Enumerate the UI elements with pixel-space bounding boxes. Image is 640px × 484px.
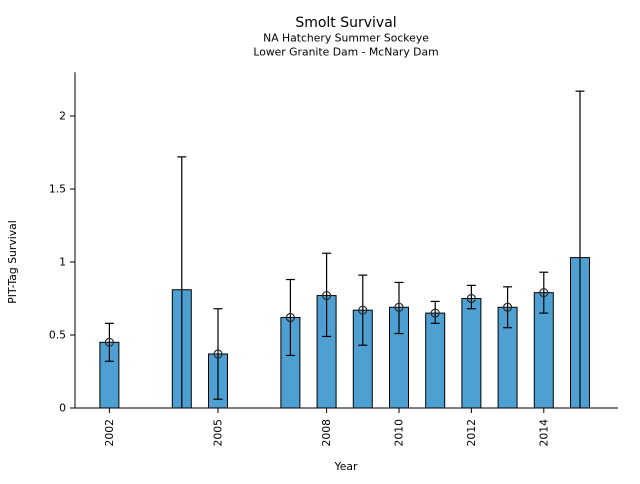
point-marker-2010 — [394, 302, 404, 312]
point-marker-2008 — [321, 290, 332, 301]
chart-subtitle-species: NA Hatchery Summer Sockeye — [263, 32, 429, 45]
y-tick-label: 0 — [59, 402, 66, 415]
y-tick-label: 1.5 — [49, 183, 66, 196]
y-tick-label: 2 — [59, 110, 66, 123]
bar-2011 — [425, 312, 446, 409]
y-axis-label: PIT-Tag Survival — [6, 220, 19, 303]
x-tick-label: 2002 — [103, 419, 116, 446]
point-marker-2014 — [539, 288, 549, 298]
point-marker-2013 — [502, 302, 513, 312]
y-tick-label: 1 — [59, 256, 66, 269]
chart-subtitle-reach: Lower Granite Dam - McNary Dam — [253, 46, 438, 59]
x-tick-label: 2008 — [320, 419, 333, 447]
point-marker-2005 — [213, 349, 223, 359]
x-tick-label: 2012 — [465, 419, 478, 446]
x-axis-label: Year — [334, 460, 358, 473]
x-tick-label: 2014 — [537, 419, 550, 447]
plot-area: 0 0.5 1 1.5 2 2002 2005 2008 2010 2012 2014 — [49, 72, 618, 446]
x-tick-label: 2005 — [211, 419, 224, 446]
bar-2012 — [461, 298, 482, 409]
y-tick-label: 0.5 — [49, 329, 66, 342]
point-marker-2009 — [358, 305, 368, 315]
point-marker-2012 — [466, 293, 476, 304]
x-tick-label: 2010 — [392, 419, 405, 447]
point-marker-2007 — [285, 312, 295, 323]
chart-title: Smolt Survival — [295, 15, 396, 31]
point-marker-2002 — [104, 337, 114, 347]
point-marker-2011 — [430, 308, 440, 318]
